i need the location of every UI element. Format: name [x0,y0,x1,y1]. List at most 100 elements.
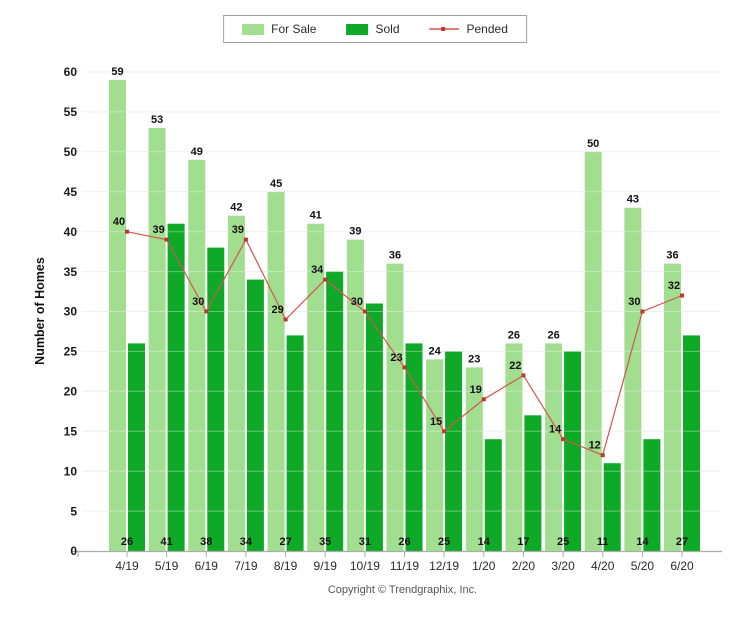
legend-label-for-sale: For Sale [271,22,317,36]
bar-sold [167,223,185,551]
pended-marker [640,309,645,314]
pended-marker [600,453,605,458]
sold-value-label: 26 [398,536,410,548]
pended-value-label: 39 [232,224,244,236]
x-tick-label: 7/19 [234,559,258,573]
y-axis-title: Number of Homes [33,257,47,365]
pended-marker [481,397,486,402]
x-tick-label: 12/19 [429,559,459,573]
pended-marker [561,437,566,442]
y-tick-label: 40 [64,225,78,239]
pended-value-label: 32 [668,280,680,292]
sold-value-label: 31 [359,536,371,548]
sold-value-label: 26 [121,536,133,548]
pended-marker [164,237,169,242]
y-tick-label: 50 [64,145,78,159]
pended-value-label: 19 [470,384,482,396]
pended-value-label: 15 [430,416,442,428]
bar-sold [128,343,145,551]
pended-marker [125,229,129,234]
for-sale-value-label: 26 [547,329,559,341]
bar-sold [524,415,542,551]
y-tick-label: 45 [64,185,78,199]
legend-label-sold: Sold [375,22,400,36]
sold-value-label: 34 [240,536,253,548]
bar-sold [405,343,423,551]
y-axis-labels: 0 5 10 15 20 25 30 35 40 45 50 55 60 [64,65,78,558]
legend-item-sold: Sold [346,22,400,36]
for-sale-value-label: 49 [191,146,203,158]
y-tick-label: 30 [64,305,78,319]
legend-item-for-sale: For Sale [242,22,316,36]
bar-sold [484,439,502,551]
x-tick-label: 2/20 [512,559,536,573]
y-tick-label: 60 [64,65,78,79]
x-tick-label: 6/20 [670,559,694,573]
bar-for-sale [664,263,681,551]
chart-legend: For Sale Sold Pended [223,15,527,43]
sold-value-label: 38 [200,536,212,548]
pended-value-label: 40 [113,216,125,228]
pended-value-label: 23 [390,352,402,364]
pended-value-label: 12 [589,440,601,452]
x-tick-label: 5/19 [155,559,179,573]
bar-sold [326,271,344,551]
pended-marker [402,365,407,370]
x-tick-label: 4/19 [115,559,139,573]
bar-for-sale [624,207,642,551]
bar-sold [683,335,700,551]
sold-value-label: 17 [517,536,529,548]
pended-value-label: 30 [351,296,363,308]
bar-for-sale [188,159,206,552]
bars [109,80,700,552]
pended-value-label: 39 [152,224,164,236]
for-sale-value-label: 41 [310,210,322,222]
legend-label-pended: Pended [466,22,508,36]
bar-sold [445,351,463,551]
sold-value-label: 14 [478,536,491,548]
bar-for-sale [426,359,444,551]
bar-sold [365,303,383,551]
sold-swatch-icon [346,23,369,35]
bar-for-sale [386,263,404,551]
pended-marker [283,317,288,322]
sold-value-label: 25 [438,536,450,548]
for-sale-value-label: 39 [349,226,361,238]
for-sale-value-label: 36 [389,250,401,262]
bar-sold [286,335,304,551]
bar-for-sale [505,343,523,551]
legend-item-pended: Pended [429,22,508,36]
for-sale-swatch-icon [242,23,265,35]
for-sale-value-label: 43 [627,194,639,206]
pended-value-label: 34 [311,264,324,276]
bar-for-sale [465,367,483,551]
x-axis [72,550,722,557]
x-tick-label: 1/20 [472,559,496,573]
sold-value-label: 14 [636,536,649,548]
for-sale-value-label: 50 [587,138,599,150]
for-sale-value-label: 36 [666,250,678,262]
bar-for-sale [307,223,325,551]
sold-value-label: 27 [279,536,291,548]
bar-sold [564,351,582,551]
bar-sold [246,279,264,551]
pended-marker [204,309,209,314]
copyright-text: Copyright © Trendgraphix, Inc. [327,584,478,596]
sold-value-label: 35 [319,536,331,548]
bar-for-sale [148,127,166,552]
pended-value-label: 29 [271,304,283,316]
bar-for-sale [346,239,364,551]
sold-value-label: 11 [597,536,609,548]
x-tick-label: 10/19 [350,559,380,573]
bar-for-sale [584,151,602,552]
pended-value-label: 14 [549,424,562,436]
pended-marker [362,309,367,314]
for-sale-value-label: 42 [230,202,242,214]
bar-for-sale [545,343,563,551]
for-sale-value-label: 45 [270,178,282,190]
pended-line-series: 40 39 30 39 29 34 30 23 15 19 22 14 12 30 32 [113,216,684,458]
bar-sold [207,247,225,551]
bar-for-sale [109,80,126,551]
